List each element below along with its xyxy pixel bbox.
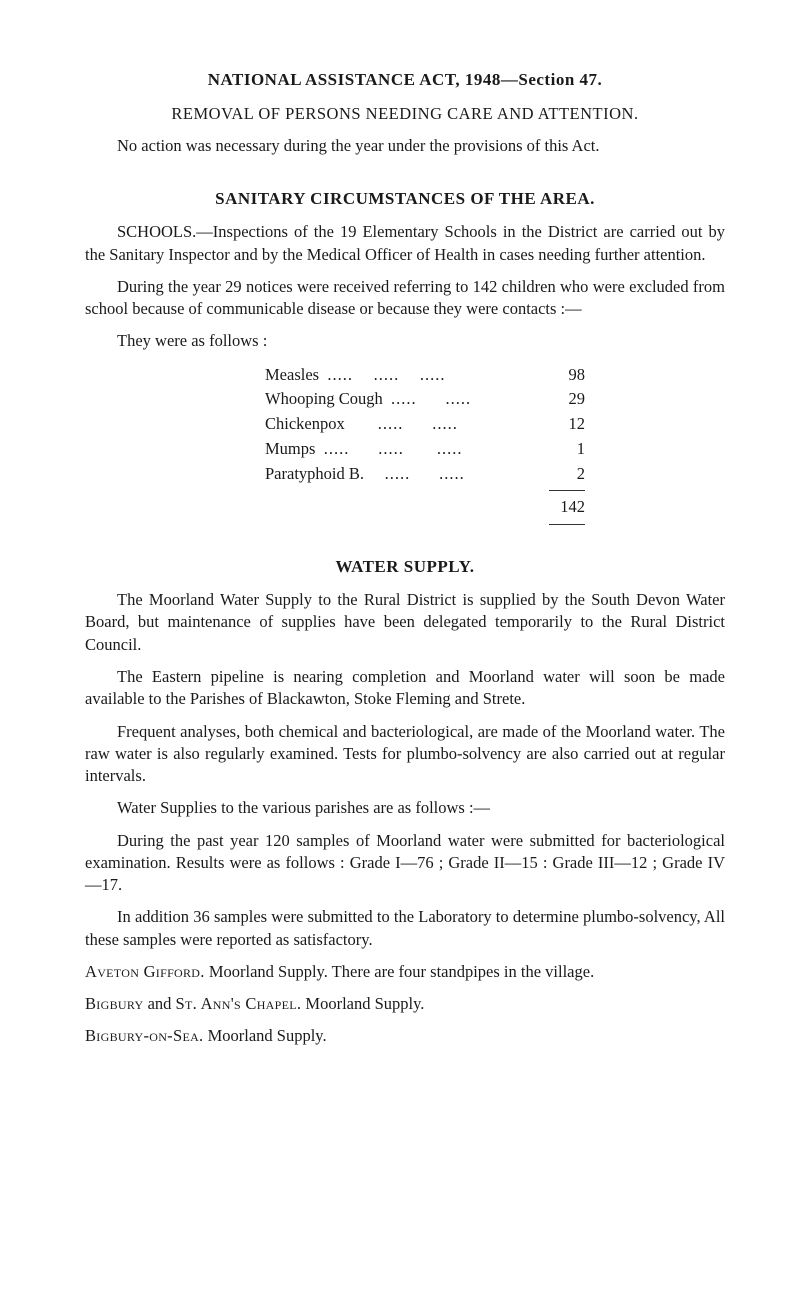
parish-entry: Bigbury and St. Ann's Chapel. Moorland S… [85,993,725,1015]
table-row: Whooping Cough ..... ..... 29 [265,387,725,412]
section-heading: NATIONAL ASSISTANCE ACT, 1948—Section 47… [85,70,725,90]
table-label [265,495,525,520]
table-total-row: 142 [265,495,725,520]
section-heading: WATER SUPPLY. [85,557,725,577]
parish-text: and [143,994,175,1013]
table-value: 98 [525,363,585,388]
section-subheading: REMOVAL OF PERSONS NEEDING CARE AND ATTE… [85,102,725,125]
parish-name: Aveton Gifford. [85,962,205,981]
body-paragraph: Frequent analyses, both chemical and bac… [85,721,725,788]
table-label: Measles ..... ..... ..... [265,363,525,388]
table-label: Chickenpox ..... ..... [265,412,525,437]
parish-name: Bigbury-on-Sea. [85,1026,203,1045]
table-rule [549,490,585,491]
parish-entry: Bigbury-on-Sea. Moorland Supply. [85,1025,725,1047]
table-label: Paratyphoid B. ..... ..... [265,462,525,487]
body-paragraph: SCHOOLS.—Inspections of the 19 Elementar… [85,221,725,266]
body-paragraph: The Moorland Water Supply to the Rural D… [85,589,725,656]
table-row: Paratyphoid B. ..... ..... 2 [265,462,725,487]
table-value: 29 [525,387,585,412]
section-heading: SANITARY CIRCUMSTANCES OF THE AREA. [85,189,725,209]
parish-name: St. Ann's Chapel. [176,994,302,1013]
table-label: Mumps ..... ..... ..... [265,437,525,462]
disease-table: Measles ..... ..... ..... 98 Whooping Co… [265,363,725,526]
parish-text: Moorland Supply. There are four standpip… [205,962,595,981]
body-paragraph: During the year 29 notices were received… [85,276,725,321]
parish-text: Moorland Supply. [203,1026,326,1045]
table-value: 12 [525,412,585,437]
parish-name: Bigbury [85,994,143,1013]
table-row: Chickenpox ..... ..... 12 [265,412,725,437]
body-paragraph: During the past year 120 samples of Moor… [85,830,725,897]
body-paragraph: Water Supplies to the various parishes a… [85,797,725,819]
body-paragraph: No action was necessary during the year … [85,135,725,157]
table-intro: They were as follows : [85,330,725,352]
table-label: Whooping Cough ..... ..... [265,387,525,412]
parish-entry: Aveton Gifford. Moorland Supply. There a… [85,961,725,983]
table-row: Mumps ..... ..... ..... 1 [265,437,725,462]
table-value: 2 [525,462,585,487]
table-total-value: 142 [525,495,585,520]
parish-text: Moorland Supply. [301,994,424,1013]
body-paragraph: In addition 36 samples were submitted to… [85,906,725,951]
body-paragraph: The Eastern pipeline is nearing completi… [85,666,725,711]
table-rule [549,524,585,525]
table-row: Measles ..... ..... ..... 98 [265,363,725,388]
table-value: 1 [525,437,585,462]
